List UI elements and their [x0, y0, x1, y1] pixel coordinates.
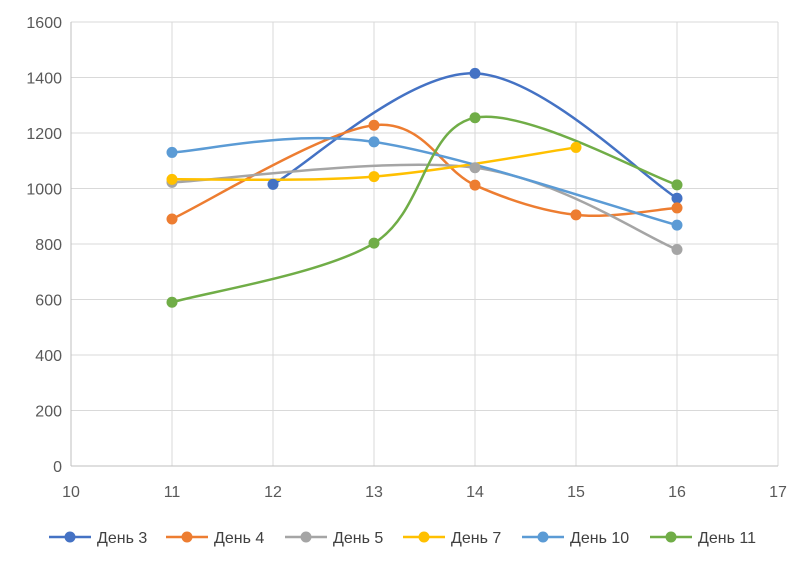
legend-label: День 4 — [214, 530, 264, 547]
x-tick-label: 15 — [567, 484, 585, 501]
legend-item-4: День 7 — [403, 530, 501, 547]
data-point-s6-3 — [469, 112, 481, 124]
series-line-2 — [170, 123, 679, 221]
y-tick-label: 0 — [53, 459, 62, 476]
x-tick-label: 17 — [769, 484, 787, 501]
data-point-s4-3 — [570, 141, 582, 153]
legend-marker-swatch — [181, 531, 193, 543]
series-line-3 — [170, 163, 679, 251]
legend-label: День 11 — [698, 530, 756, 547]
legend-marker-swatch — [64, 531, 76, 543]
legend-marker-swatch — [665, 531, 677, 543]
axes: 0 200 400 600 800 1000 1200 1400 1600 10 11 12 13 14 1… — [26, 15, 787, 501]
legend-marker-swatch — [537, 531, 549, 543]
data-point-s5-1 — [166, 146, 178, 158]
data-point-s6-4 — [671, 179, 683, 191]
x-tick-label: 10 — [62, 484, 80, 501]
data-point-s1-3 — [671, 192, 683, 204]
data-point-s3-2 — [469, 162, 481, 174]
legend: День 3 День 4 День 5 День 7 День 10 День 11 — [49, 530, 756, 547]
legend-item-2: День 4 — [166, 530, 264, 547]
data-point-s1-2 — [469, 67, 481, 79]
x-tick-label: 11 — [164, 484, 181, 501]
data-point-s4-2 — [368, 171, 380, 183]
y-tick-label: 1200 — [26, 126, 62, 143]
data-point-s2-2 — [368, 119, 380, 131]
data-point-s3-3 — [671, 244, 683, 256]
legend-label: День 7 — [451, 530, 501, 547]
series-line-5 — [170, 136, 679, 227]
legend-item-5: День 10 — [522, 530, 629, 547]
x-tick-label: 12 — [264, 484, 282, 501]
y-tick-label: 400 — [35, 348, 62, 365]
data-point-s5-2 — [368, 136, 380, 148]
data-point-s1-1 — [267, 178, 279, 190]
x-tick-label: 13 — [365, 484, 383, 501]
y-tick-label: 600 — [35, 293, 62, 310]
data-point-s2-1 — [166, 213, 178, 225]
legend-item-6: День 11 — [650, 530, 756, 547]
legend-marker-swatch — [418, 531, 430, 543]
x-tick-label: 16 — [668, 484, 686, 501]
data-point-s5-3 — [671, 219, 683, 231]
data-point-s6-2 — [368, 237, 380, 249]
legend-marker-swatch — [300, 531, 312, 543]
y-tick-label: 800 — [35, 237, 62, 254]
legend-label: День 3 — [97, 530, 147, 547]
series-lines — [170, 72, 679, 304]
data-point-s2-3 — [469, 179, 481, 191]
x-tick-label: 14 — [466, 484, 484, 501]
gridlines — [71, 21, 779, 466]
data-point-s2-4 — [570, 209, 582, 221]
legend-item-3: День 5 — [285, 530, 383, 547]
series-line-6 — [170, 115, 679, 304]
y-tick-label: 1000 — [26, 182, 62, 199]
data-point-s4-1 — [166, 173, 178, 185]
y-tick-label: 1400 — [26, 71, 62, 88]
data-point-s2-5 — [671, 202, 683, 214]
legend-label: День 10 — [570, 530, 629, 547]
legend-label: День 5 — [333, 530, 383, 547]
data-point-s6-1 — [166, 296, 178, 308]
y-tick-label: 200 — [35, 404, 62, 421]
y-tick-label: 1600 — [26, 15, 62, 32]
legend-item-1: День 3 — [49, 530, 147, 547]
series-markers — [166, 67, 683, 308]
